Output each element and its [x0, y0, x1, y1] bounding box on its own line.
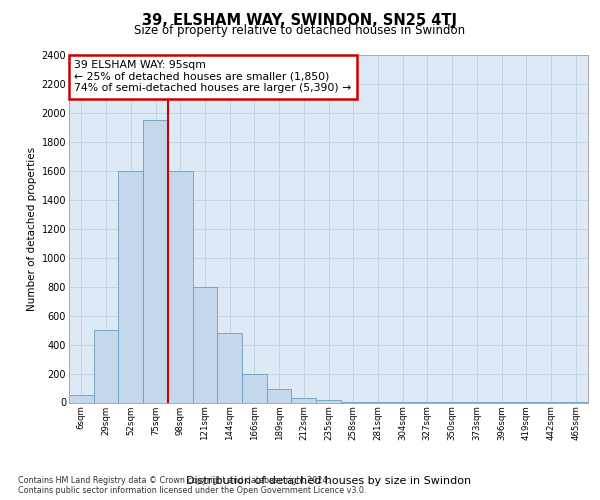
Bar — [242, 374, 267, 402]
Bar — [168, 171, 193, 402]
Bar — [69, 396, 94, 402]
Text: 39 ELSHAM WAY: 95sqm
← 25% of detached houses are smaller (1,850)
74% of semi-de: 39 ELSHAM WAY: 95sqm ← 25% of detached h… — [74, 60, 352, 94]
Bar — [292, 398, 316, 402]
Bar — [143, 120, 168, 403]
Bar — [118, 171, 143, 402]
Text: 39, ELSHAM WAY, SWINDON, SN25 4TJ: 39, ELSHAM WAY, SWINDON, SN25 4TJ — [143, 12, 458, 28]
Bar — [316, 400, 341, 402]
Bar — [267, 390, 292, 402]
Text: Size of property relative to detached houses in Swindon: Size of property relative to detached ho… — [134, 24, 466, 37]
Text: Contains HM Land Registry data © Crown copyright and database right 2024.: Contains HM Land Registry data © Crown c… — [18, 476, 330, 485]
Bar — [193, 286, 217, 403]
Text: Contains public sector information licensed under the Open Government Licence v3: Contains public sector information licen… — [18, 486, 367, 495]
X-axis label: Distribution of detached houses by size in Swindon: Distribution of detached houses by size … — [186, 476, 471, 486]
Y-axis label: Number of detached properties: Number of detached properties — [28, 146, 37, 311]
Bar — [217, 333, 242, 402]
Bar — [94, 330, 118, 402]
